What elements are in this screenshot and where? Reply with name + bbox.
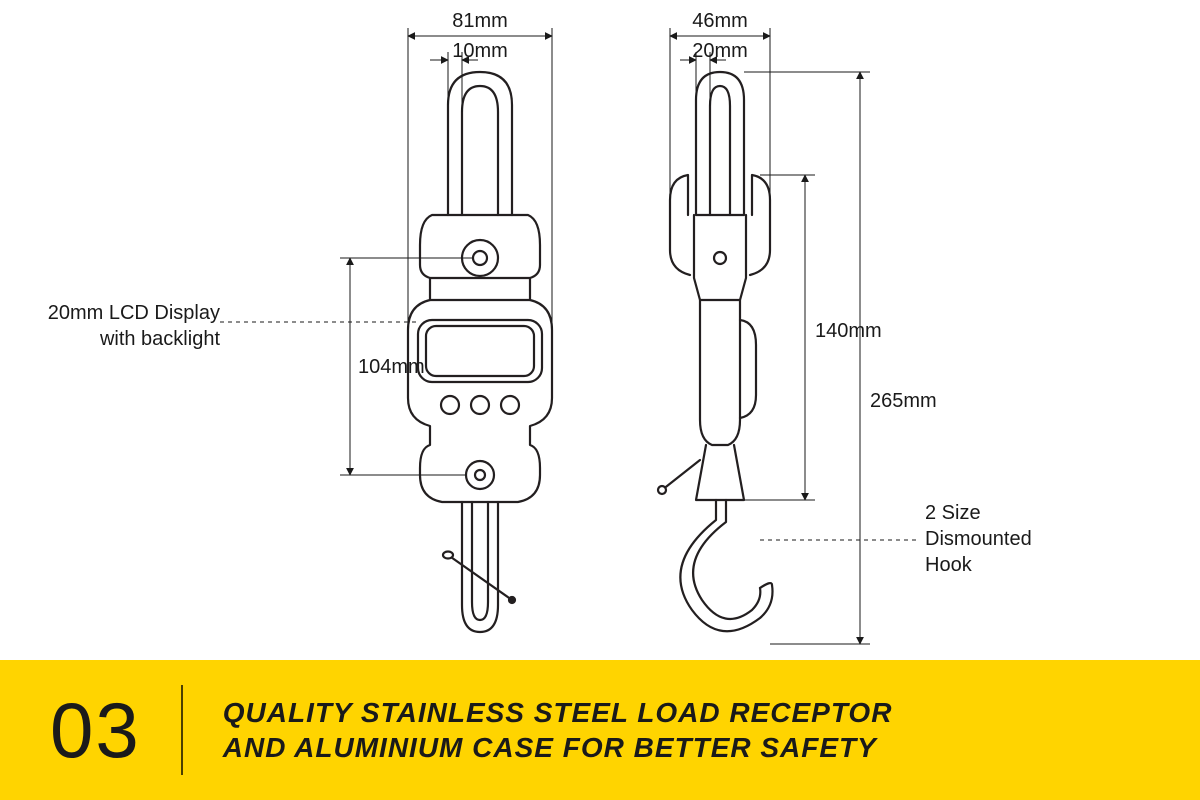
diagram-area: 81mm 10mm 104mm 46mm 20mm 140mm 265mm 20… <box>0 0 1200 660</box>
dim-side-width: 46mm <box>692 10 748 33</box>
side-view <box>658 72 773 631</box>
hook-annotation-line3: Hook <box>925 552 1032 578</box>
dim-side-shackle: 20mm <box>692 40 748 63</box>
hook-annotation: 2 Size Dismounted Hook <box>925 500 1032 578</box>
footer-headline-line1: QUALITY STAINLESS STEEL LOAD RECEPTOR <box>223 695 893 730</box>
footer-headline-line2: AND ALUMINIUM CASE FOR BETTER SAFETY <box>223 730 893 765</box>
footer-headline: QUALITY STAINLESS STEEL LOAD RECEPTOR AN… <box>223 695 893 765</box>
hook-annotation-line1: 2 Size <box>925 500 1032 526</box>
footer-banner: 03 QUALITY STAINLESS STEEL LOAD RECEPTOR… <box>0 660 1200 800</box>
footer-number: 03 <box>50 685 141 776</box>
dim-front-shackle: 10mm <box>452 40 508 63</box>
front-view <box>408 72 552 632</box>
hook-annotation-line2: Dismounted <box>925 526 1032 552</box>
lcd-annotation: 20mm LCD Display with backlight <box>35 300 220 352</box>
lcd-annotation-line2: with backlight <box>35 326 220 352</box>
lcd-annotation-line1: 20mm LCD Display <box>35 300 220 326</box>
dim-front-width: 81mm <box>452 10 508 33</box>
dim-side-total-height: 265mm <box>870 390 937 413</box>
dim-side-body-height: 140mm <box>815 320 882 343</box>
footer-divider <box>181 685 183 775</box>
dim-front-body-height: 104mm <box>358 356 425 379</box>
